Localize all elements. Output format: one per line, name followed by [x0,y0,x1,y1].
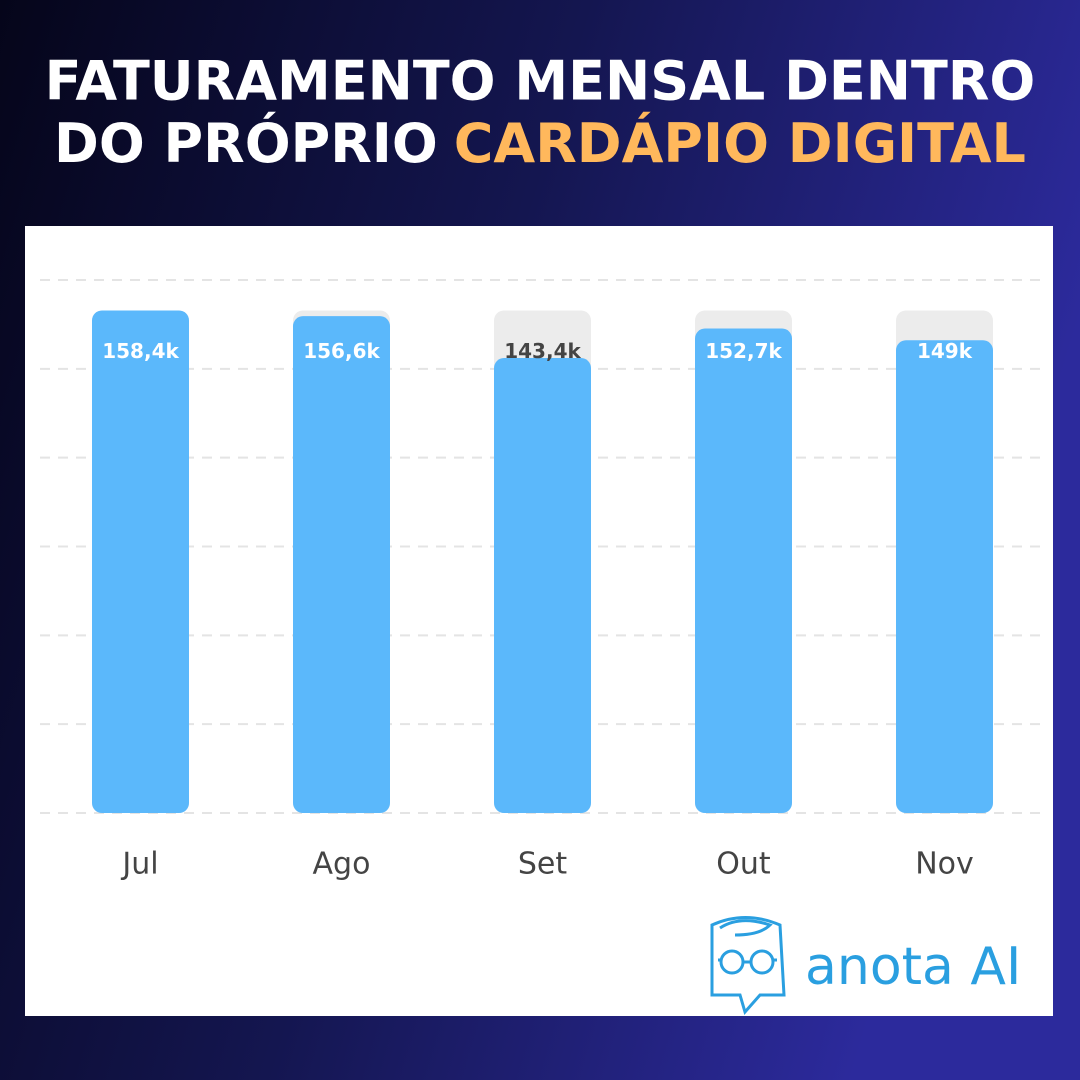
x-tick-label: Jul [120,847,158,882]
x-tick-label: Nov [915,847,974,882]
chart-title: DO PRÓPRIO CARDÁPIO DIGITAL [54,112,1026,175]
value-label: 152,7k [705,339,782,363]
bar [896,340,993,813]
logo [710,916,786,1016]
value-label: 143,4k [504,339,581,363]
title-highlight: CARDÁPIO DIGITAL [454,112,1026,175]
value-label: 158,4k [102,339,179,363]
bar [494,358,591,813]
brand: anota AI [805,937,1021,997]
value-label: 156,6k [303,339,380,363]
bar [293,316,390,813]
x-tick-label: Ago [313,847,371,882]
x-tick-label: Set [518,847,568,882]
x-tick-label: Out [716,847,771,882]
bar [695,328,792,813]
chart-title: FATURAMENTO MENSAL DENTRO [45,50,1036,113]
value-label: 149k [917,339,973,363]
title-part: DO PRÓPRIO [54,112,438,175]
plot: 158,4k Jul 156,6k Ago 143,4k Set 152,7k Out 149k… [40,279,1045,882]
bar [92,310,189,813]
